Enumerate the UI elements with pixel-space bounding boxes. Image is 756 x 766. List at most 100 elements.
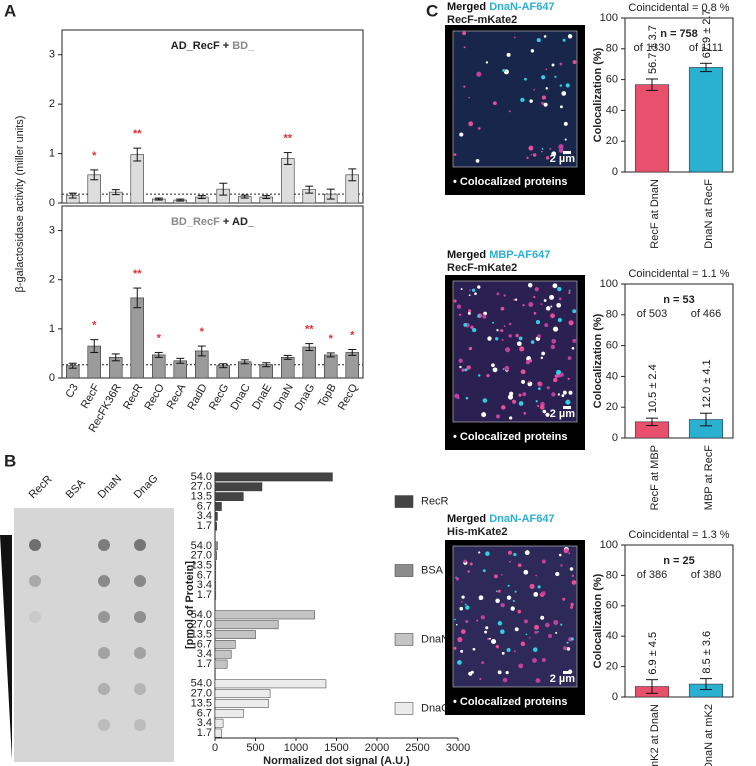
blot-dot bbox=[134, 647, 146, 659]
y-tick-label: 20 bbox=[606, 401, 618, 413]
bar bbox=[214, 590, 217, 600]
significance: * bbox=[329, 333, 334, 345]
spot bbox=[453, 299, 457, 303]
spot bbox=[457, 660, 462, 665]
image-subtitle: RecF-mKate2 bbox=[447, 14, 517, 26]
spot bbox=[467, 570, 470, 573]
title-part: BD_RecF bbox=[171, 216, 220, 228]
spot bbox=[555, 571, 560, 577]
spot bbox=[503, 294, 506, 297]
spot bbox=[463, 559, 467, 563]
blot-label: BSA bbox=[64, 477, 89, 502]
spot bbox=[463, 323, 468, 327]
spot bbox=[535, 320, 541, 325]
spot bbox=[537, 631, 539, 633]
spot bbox=[458, 358, 463, 363]
spot bbox=[513, 298, 516, 301]
x-tick-label: C3 bbox=[63, 382, 80, 400]
spot bbox=[474, 292, 477, 295]
spot bbox=[567, 377, 570, 380]
y-tick-label: 3 bbox=[49, 49, 55, 61]
bar bbox=[214, 502, 222, 511]
micrograph-field bbox=[452, 280, 578, 423]
y-tick-label: 40 bbox=[606, 630, 618, 642]
sample-size: n = 53 bbox=[663, 294, 695, 306]
spot bbox=[509, 416, 513, 420]
x-tick-label: DnaN at RecF bbox=[703, 179, 715, 249]
significance: ** bbox=[283, 132, 292, 144]
spot bbox=[572, 309, 577, 314]
spot bbox=[549, 294, 555, 300]
spot bbox=[467, 309, 472, 313]
x-tick-label: 3000 bbox=[446, 742, 470, 754]
spot bbox=[502, 68, 506, 72]
scale-label: 2 µm bbox=[550, 153, 576, 165]
spot bbox=[533, 295, 536, 299]
spot bbox=[562, 38, 566, 42]
spot bbox=[570, 637, 574, 641]
spot bbox=[557, 318, 562, 323]
blot-dot bbox=[134, 575, 146, 587]
bar bbox=[214, 630, 256, 639]
spot bbox=[520, 641, 526, 647]
spot bbox=[551, 392, 556, 397]
spot bbox=[551, 63, 555, 67]
spot bbox=[455, 623, 458, 626]
spot bbox=[568, 320, 574, 326]
spot bbox=[527, 282, 533, 288]
spot bbox=[544, 323, 549, 327]
spot bbox=[487, 336, 492, 341]
spot bbox=[481, 412, 487, 418]
spot bbox=[487, 637, 490, 641]
spot bbox=[540, 303, 543, 306]
spot bbox=[522, 303, 525, 307]
spot bbox=[521, 379, 526, 384]
x-tick-label: 2500 bbox=[405, 742, 429, 754]
bar bbox=[214, 620, 279, 630]
blot-dot bbox=[98, 683, 110, 695]
spot bbox=[465, 605, 470, 610]
spot bbox=[503, 69, 509, 75]
title-part: BD_ bbox=[232, 40, 255, 52]
y-tick-label: 13.5 bbox=[191, 559, 212, 571]
y-tick-label: 54.0 bbox=[191, 471, 212, 483]
spot bbox=[518, 401, 524, 406]
total-label: of 1330 bbox=[634, 42, 671, 54]
x-axis-label: Normalized dot signal (A.U.) bbox=[263, 755, 410, 766]
spot bbox=[505, 347, 511, 353]
spot bbox=[541, 75, 546, 80]
spot bbox=[512, 399, 517, 404]
spot bbox=[537, 334, 541, 339]
y-tick-label: 54.0 bbox=[191, 609, 212, 621]
spot bbox=[549, 147, 552, 150]
bar bbox=[214, 649, 232, 659]
spot bbox=[538, 387, 541, 391]
y-tick-label: 60 bbox=[606, 74, 618, 86]
spot bbox=[463, 85, 466, 88]
spot bbox=[470, 325, 474, 329]
spot bbox=[523, 569, 529, 575]
spot bbox=[519, 346, 525, 352]
spot bbox=[559, 372, 564, 377]
plot-frame bbox=[624, 283, 734, 439]
spot bbox=[534, 624, 540, 630]
x-tick-label: 500 bbox=[246, 742, 264, 754]
y-tick-label: 27.0 bbox=[191, 550, 212, 562]
total-label: of 386 bbox=[637, 569, 668, 581]
y-tick-label: 3.4 bbox=[197, 717, 212, 729]
spot bbox=[558, 297, 562, 301]
spot bbox=[568, 289, 571, 292]
plot-frame bbox=[624, 17, 734, 173]
spot bbox=[546, 386, 550, 390]
spot bbox=[560, 623, 563, 626]
spot bbox=[534, 287, 539, 292]
spot bbox=[460, 629, 466, 634]
y-tick-label: 0 bbox=[612, 166, 618, 178]
spot bbox=[529, 359, 533, 363]
bar bbox=[214, 689, 271, 699]
x-tick-label: DnaC bbox=[228, 382, 252, 412]
spot bbox=[558, 144, 564, 150]
bar bbox=[345, 352, 359, 379]
spot bbox=[537, 381, 542, 386]
y-tick-label: 3 bbox=[49, 224, 55, 236]
